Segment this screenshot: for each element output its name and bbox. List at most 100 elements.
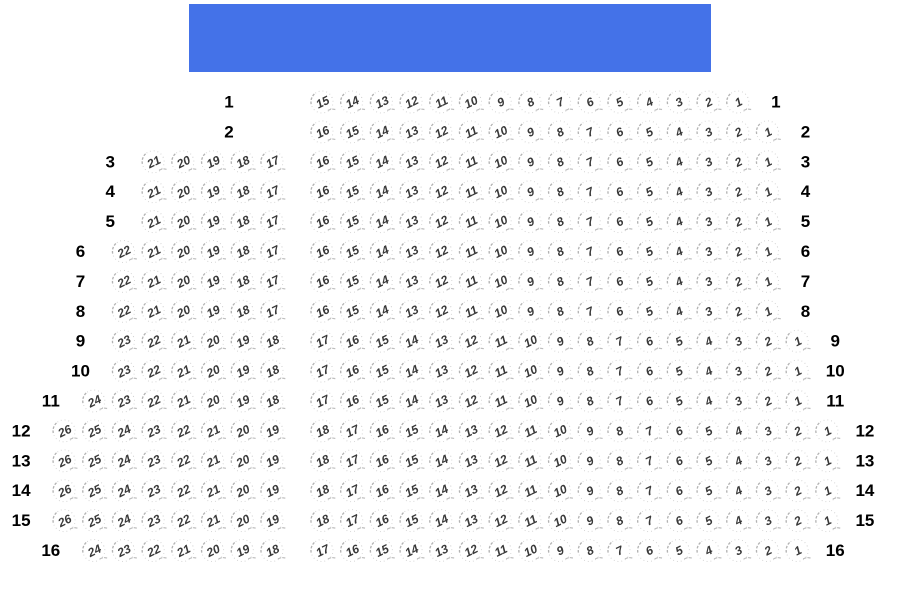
svg-text:17: 17 (343, 481, 362, 500)
svg-text:7: 7 (584, 184, 597, 200)
svg-text:6: 6 (643, 393, 655, 409)
svg-text:19: 19 (234, 541, 252, 560)
svg-text:2: 2 (791, 483, 804, 499)
svg-text:3: 3 (703, 184, 715, 200)
svg-text:4: 4 (672, 244, 685, 260)
svg-text:11: 11 (522, 452, 540, 470)
svg-text:14: 14 (373, 123, 391, 142)
svg-text:7: 7 (614, 393, 627, 409)
svg-text:18: 18 (234, 242, 252, 261)
svg-text:8: 8 (524, 94, 536, 110)
svg-text:19: 19 (204, 183, 222, 202)
svg-text:17: 17 (314, 332, 333, 351)
svg-text:7: 7 (584, 154, 597, 170)
svg-text:18: 18 (264, 362, 282, 381)
svg-text:15: 15 (855, 511, 874, 530)
svg-text:14: 14 (403, 332, 421, 351)
svg-text:22: 22 (144, 332, 163, 351)
svg-text:23: 23 (144, 511, 163, 530)
svg-text:20: 20 (174, 242, 193, 261)
svg-text:23: 23 (114, 332, 133, 351)
svg-text:2: 2 (224, 122, 233, 141)
svg-text:22: 22 (114, 272, 133, 291)
svg-text:9: 9 (76, 332, 85, 351)
svg-text:12: 12 (403, 93, 421, 112)
svg-text:11: 11 (462, 153, 480, 171)
svg-text:20: 20 (203, 392, 222, 411)
svg-text:5: 5 (643, 124, 655, 140)
svg-text:12: 12 (12, 421, 31, 440)
svg-text:3: 3 (762, 423, 774, 439)
svg-text:10: 10 (551, 482, 569, 501)
svg-text:17: 17 (264, 302, 283, 321)
svg-text:17: 17 (264, 152, 283, 171)
svg-text:1: 1 (792, 363, 804, 379)
svg-text:18: 18 (234, 272, 252, 291)
svg-text:10: 10 (492, 183, 510, 202)
svg-text:8: 8 (76, 302, 85, 321)
svg-text:6: 6 (801, 242, 810, 261)
svg-text:20: 20 (174, 183, 193, 202)
svg-text:11: 11 (42, 392, 60, 411)
svg-text:2: 2 (801, 122, 810, 141)
svg-text:21: 21 (174, 541, 193, 560)
svg-text:3: 3 (673, 94, 685, 110)
svg-text:11: 11 (826, 392, 844, 411)
svg-text:20: 20 (233, 452, 252, 471)
svg-text:9: 9 (584, 453, 596, 469)
svg-text:9: 9 (554, 393, 566, 409)
svg-text:4: 4 (801, 182, 811, 201)
svg-text:9: 9 (524, 184, 536, 200)
svg-text:10: 10 (492, 212, 510, 231)
svg-text:6: 6 (673, 513, 685, 529)
svg-text:2: 2 (761, 543, 774, 559)
svg-text:21: 21 (203, 452, 222, 471)
svg-text:5: 5 (673, 334, 685, 350)
svg-text:9: 9 (554, 363, 566, 379)
svg-text:1: 1 (792, 334, 804, 350)
svg-text:10: 10 (492, 302, 510, 321)
svg-text:8: 8 (614, 513, 626, 529)
svg-text:2: 2 (791, 453, 804, 469)
svg-text:14: 14 (403, 362, 421, 381)
svg-text:10: 10 (492, 123, 510, 142)
svg-text:9: 9 (830, 332, 839, 351)
svg-text:13: 13 (403, 242, 421, 261)
svg-text:12: 12 (432, 212, 450, 231)
svg-text:11: 11 (433, 93, 451, 111)
svg-text:4: 4 (672, 124, 685, 140)
svg-text:7: 7 (614, 542, 627, 558)
svg-text:8: 8 (801, 302, 810, 321)
svg-text:3: 3 (703, 124, 715, 140)
svg-text:16: 16 (373, 482, 391, 501)
svg-text:10: 10 (492, 242, 510, 261)
svg-text:17: 17 (314, 391, 333, 410)
svg-text:21: 21 (174, 332, 193, 351)
svg-text:4: 4 (672, 304, 685, 320)
svg-text:14: 14 (432, 452, 450, 471)
svg-text:18: 18 (234, 212, 252, 231)
svg-text:10: 10 (551, 422, 569, 441)
svg-text:7: 7 (76, 272, 85, 291)
svg-text:13: 13 (855, 451, 874, 470)
svg-text:16: 16 (314, 123, 332, 142)
svg-text:22: 22 (174, 452, 193, 471)
svg-text:21: 21 (174, 362, 193, 381)
svg-text:3: 3 (703, 154, 715, 170)
svg-text:7: 7 (614, 363, 627, 379)
svg-text:14: 14 (403, 541, 421, 560)
svg-text:4: 4 (702, 363, 715, 379)
svg-text:15: 15 (343, 123, 361, 142)
svg-text:5: 5 (703, 513, 715, 529)
svg-text:18: 18 (314, 511, 332, 530)
svg-text:14: 14 (373, 302, 391, 321)
svg-text:9: 9 (584, 513, 596, 529)
svg-text:19: 19 (204, 212, 222, 231)
svg-text:12: 12 (432, 153, 450, 172)
svg-text:12: 12 (492, 482, 510, 501)
svg-text:13: 13 (432, 332, 450, 351)
svg-text:10: 10 (492, 153, 510, 172)
svg-text:19: 19 (204, 302, 222, 321)
svg-text:13: 13 (373, 93, 391, 112)
svg-text:2: 2 (761, 334, 774, 350)
